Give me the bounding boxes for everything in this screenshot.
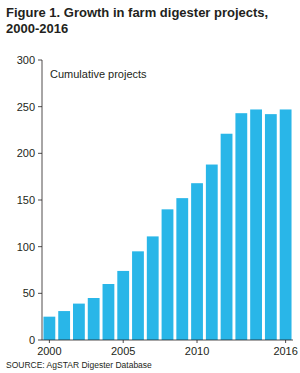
x-tick-label: 2010 [185,345,209,357]
x-tick [197,340,198,343]
bar [265,114,277,340]
bar [58,311,70,340]
x-tick-label: 2000 [37,345,61,357]
y-tick-label: 150 [17,194,35,206]
y-tick-label: 0 [29,334,35,346]
x-axis-line [42,340,293,341]
y-tick-label: 250 [17,101,35,113]
source: SOURCE: AgSTAR Digester Database [6,360,152,370]
y-tick [38,153,42,154]
x-tick-label: 2016 [273,345,297,357]
y-tick [38,60,42,61]
bars [43,109,291,340]
bar [103,284,115,340]
y-tick [38,200,42,201]
y-tick-label: 200 [17,147,35,159]
bar [162,209,174,340]
y-tick [38,106,42,107]
x-tick [123,340,124,343]
bar [206,165,218,340]
bar [117,271,129,340]
bar [132,251,144,340]
y-tick [38,293,42,294]
x-tick [49,340,50,343]
y-tick [38,340,42,341]
bar [221,134,233,340]
bar [88,298,100,340]
bar [250,109,262,340]
chart-root: Figure 1. Growth in farm digester projec… [0,0,300,373]
bar [73,304,85,340]
bar [191,183,203,340]
y-tick-label: 300 [17,54,35,66]
x-tick-label: 2005 [111,345,135,357]
y-tick [38,246,42,247]
y-tick-label: 50 [23,287,35,299]
bar [280,109,292,340]
title: Figure 1. Growth in farm digester projec… [6,5,294,37]
bar [176,198,188,340]
x-tick [285,340,286,343]
bar [147,236,159,340]
y-axis-label: Cumulative projects [50,68,147,80]
y-tick-label: 100 [17,241,35,253]
bar [235,113,247,340]
bar [43,317,55,340]
chart-svg: 0 50 100 150 200 250 300 2000 2005 2010 2016 Cumula… [0,0,300,373]
